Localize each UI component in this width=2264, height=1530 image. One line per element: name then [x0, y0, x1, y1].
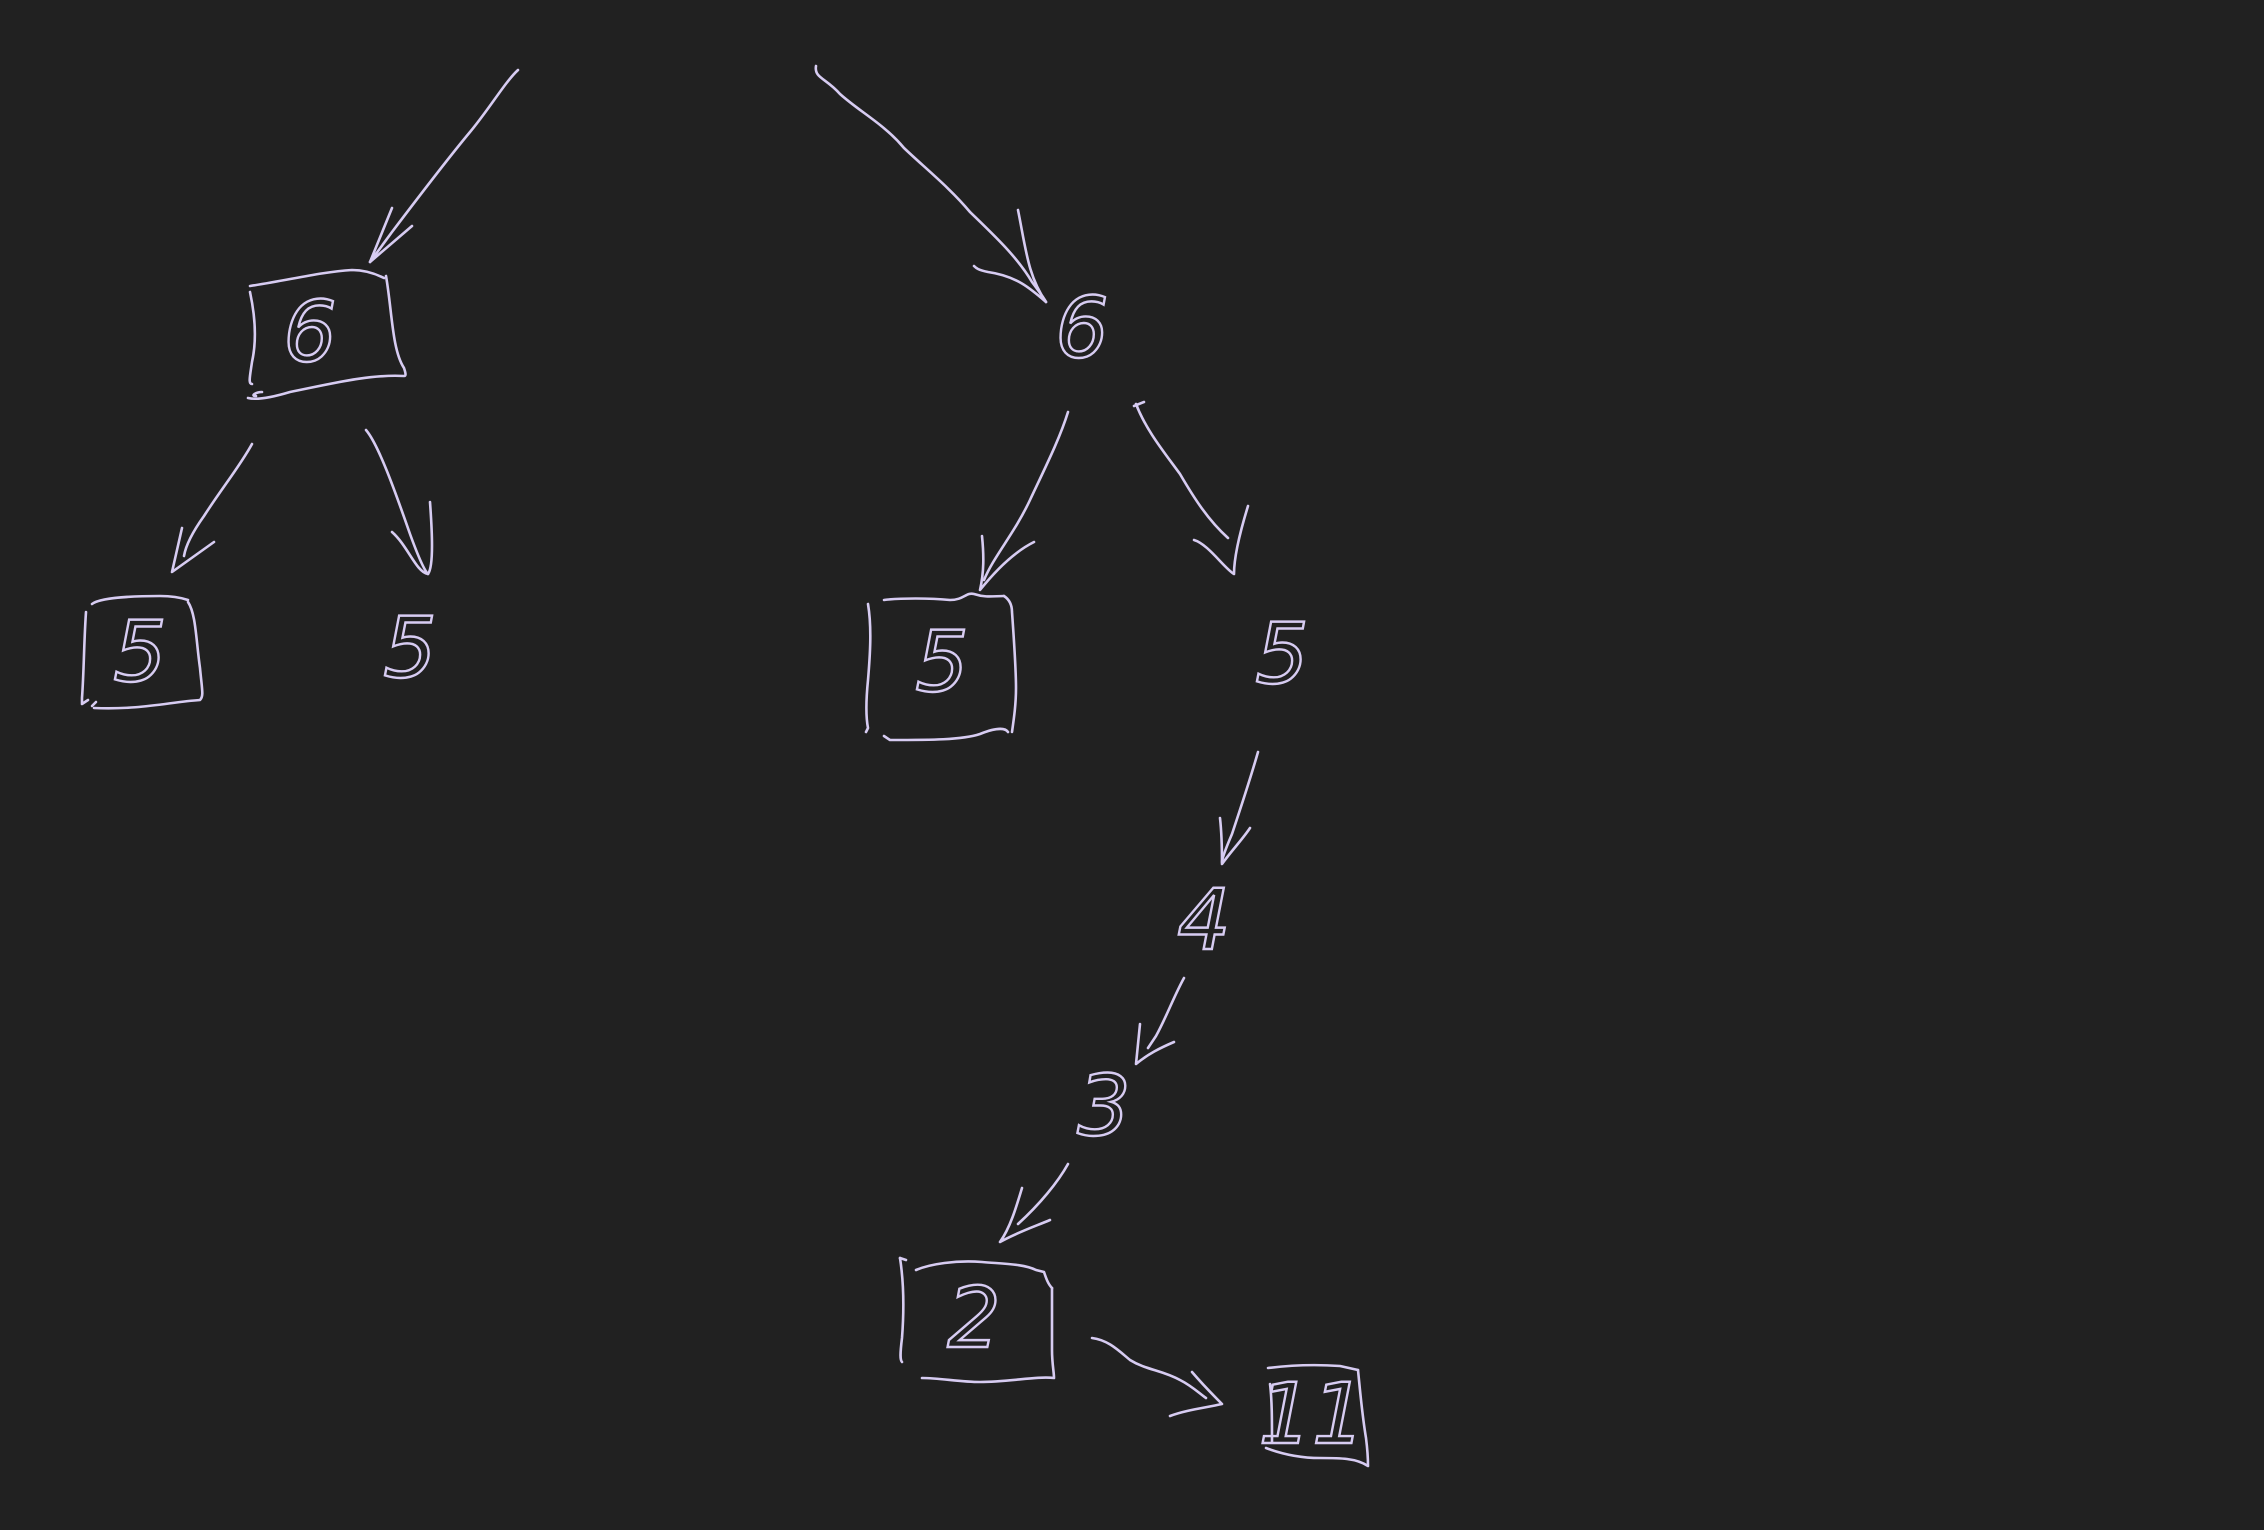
edge-chain-4-to-3 — [1134, 976, 1186, 1066]
node-chain-11: 11 — [1257, 1364, 1370, 1468]
edge-left-root-to-left-leaf — [170, 442, 254, 574]
node-chain-3: 3 — [1076, 1056, 1132, 1156]
node-chain-2: 2 — [898, 1256, 1056, 1384]
node-right-left-leaf: 5 — [864, 592, 1018, 742]
node-label: 2 — [947, 1269, 1000, 1367]
node-right-root: 6 — [1054, 278, 1110, 378]
node-label: 3 — [1077, 1057, 1130, 1155]
node-left-root: 6 — [246, 268, 407, 401]
node-label: 5 — [1255, 605, 1308, 703]
edge-incoming-left — [368, 68, 520, 264]
edge-left-root-to-right-leaf — [364, 428, 434, 576]
node-label: 5 — [113, 603, 166, 701]
node-label: 6 — [1055, 279, 1108, 377]
node-label: 6 — [283, 283, 336, 381]
edge-incoming-right — [814, 64, 1048, 304]
node-label: 5 — [915, 613, 968, 711]
node-label: 4 — [1177, 871, 1230, 969]
node-label: 11 — [1259, 1365, 1366, 1463]
edge-right-root-to-left-leaf — [978, 410, 1070, 592]
edge-right-root-to-right — [1132, 400, 1250, 576]
node-left-left-leaf: 5 — [80, 594, 204, 710]
node-chain-4: 4 — [1176, 870, 1232, 970]
node-label: 5 — [383, 599, 436, 697]
edge-chain-3-to-2 — [998, 1162, 1070, 1244]
node-left-right-leaf: 5 — [382, 598, 438, 698]
edge-right-to-chain-4 — [1218, 750, 1260, 866]
edge-chain-2-to-11 — [1090, 1336, 1224, 1418]
node-right-right: 5 — [1254, 604, 1310, 704]
